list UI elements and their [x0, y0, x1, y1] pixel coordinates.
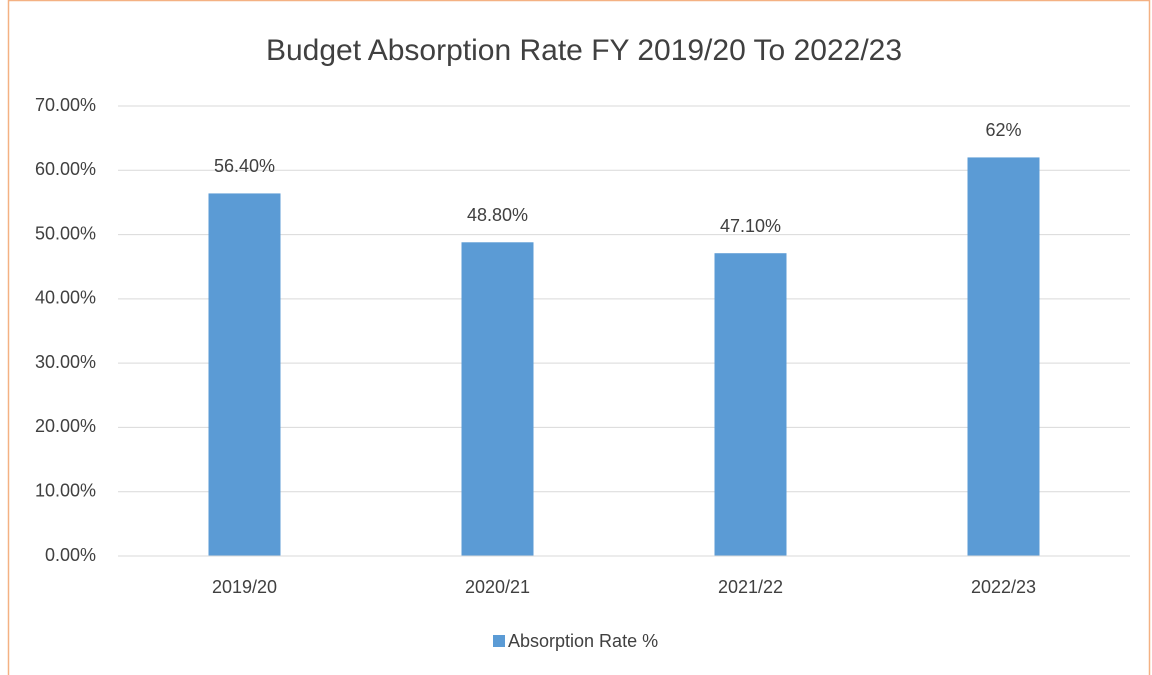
bar [967, 157, 1040, 556]
chart-frame [7, 0, 1151, 675]
data-label: 48.80% [467, 205, 528, 225]
y-tick-label: 10.00% [35, 480, 96, 500]
x-tick-label: 2021/22 [718, 577, 783, 597]
y-tick-label: 70.00% [35, 95, 96, 115]
data-label: 56.40% [214, 156, 275, 176]
y-tick-label: 40.00% [35, 288, 96, 308]
chart-title: Budget Absorption Rate FY 2019/20 To 202… [266, 34, 902, 67]
bar [461, 242, 534, 557]
bar [714, 253, 787, 556]
legend-swatch [493, 635, 505, 647]
data-label: 62% [985, 120, 1021, 140]
x-tick-label: 2022/23 [971, 577, 1036, 597]
bar [208, 193, 281, 556]
y-tick-label: 20.00% [35, 416, 96, 436]
y-tick-label: 30.00% [35, 352, 96, 372]
x-tick-label: 2019/20 [212, 577, 277, 597]
legend-label: Absorption Rate % [508, 631, 658, 651]
y-tick-label: 50.00% [35, 223, 96, 243]
y-tick-label: 0.00% [45, 545, 96, 565]
x-tick-label: 2020/21 [465, 577, 530, 597]
data-label: 47.10% [720, 216, 781, 236]
y-tick-label: 60.00% [35, 159, 96, 179]
